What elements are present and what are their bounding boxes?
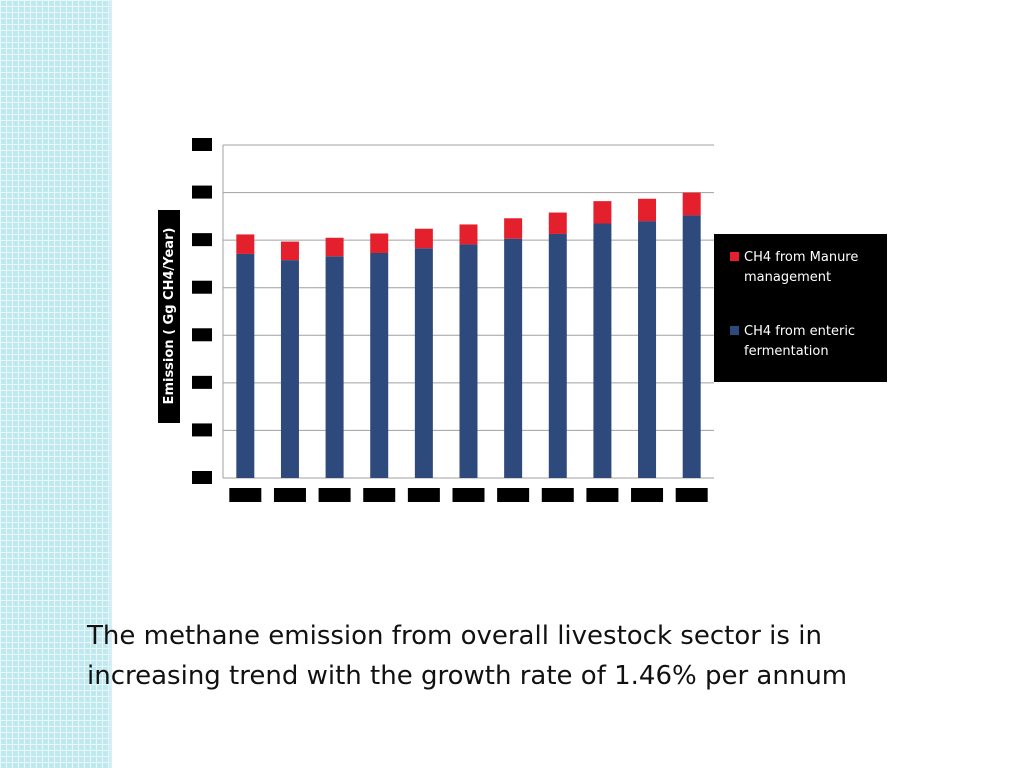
x-tick-box: [675, 488, 708, 502]
bar-manure-2010: [682, 192, 701, 216]
legend-label-line2: fermentation: [744, 344, 829, 359]
y-axis-label: Emission ( Gg CH4/Year): [162, 228, 177, 405]
y-tick-label: 300: [193, 331, 212, 342]
y-tick-label: 200: [193, 378, 212, 389]
caption-text: The methane emission from overall livest…: [87, 621, 848, 691]
x-tick-box: [541, 488, 574, 502]
bar-enteric-2008: [593, 223, 612, 478]
bar-manure-2005: [459, 224, 478, 245]
bar-enteric-2003: [370, 252, 389, 478]
bar-enteric-2009: [638, 221, 657, 478]
x-tick-label: 2002: [322, 491, 347, 502]
legend-label-line2: management: [744, 270, 831, 285]
x-tick-box: [363, 488, 396, 502]
y-tick-label: 0: [206, 474, 212, 485]
x-tick-label: 2009: [634, 491, 659, 502]
x-tick-box: [318, 488, 351, 502]
x-axis-ticks: 2000 2001 2002 2003 2004 2005 2006 2007 2008 2009…: [229, 488, 708, 502]
bar-manure-2003: [370, 233, 389, 253]
x-tick-label: 2005: [456, 491, 481, 502]
bar-manure-2009: [638, 198, 657, 222]
x-tick-box: [273, 488, 306, 502]
y-tick-box: [192, 423, 212, 437]
y-tick-label: 600: [193, 188, 212, 199]
y-axis-label-box: Emission ( Gg CH4/Year): [158, 210, 180, 423]
legend-box: [714, 234, 887, 382]
bar-enteric-2007: [548, 233, 567, 478]
x-tick-label: 2003: [367, 491, 392, 502]
bar-manure-2002: [325, 237, 344, 257]
bar-enteric-2006: [504, 238, 523, 478]
x-tick-box: [586, 488, 619, 502]
y-tick-label: 500: [193, 236, 212, 247]
bar-manure-2006: [504, 218, 523, 239]
y-tick-label: 100: [193, 426, 212, 437]
bar-manure-2000: [236, 234, 255, 254]
x-tick-box: [229, 488, 262, 502]
x-tick-box: [452, 488, 485, 502]
legend-swatch: [730, 252, 739, 261]
bar-enteric-2001: [280, 260, 299, 478]
x-tick-label: 2000: [233, 491, 258, 502]
legend-label-line1: CH4 from enteric: [744, 324, 855, 339]
bar-manure-2007: [548, 212, 567, 234]
x-tick-box: [497, 488, 530, 502]
y-tick-label: 700: [193, 141, 212, 152]
y-tick-box: [192, 375, 212, 389]
x-tick-label: 2007: [545, 491, 570, 502]
bar-enteric-2010: [682, 215, 701, 479]
y-tick-box: [192, 280, 212, 294]
legend-label-line1: CH4 from Manure: [744, 250, 858, 265]
legend: CH4 from Manure management CH4 from enteri…: [714, 234, 887, 382]
legend-swatch: [730, 326, 739, 335]
x-tick-label: 2008: [590, 491, 615, 502]
x-tick-box: [407, 488, 440, 502]
bars: [236, 192, 701, 479]
y-tick-box: [192, 233, 212, 247]
bar-manure-2008: [593, 201, 612, 224]
y-tick-box: [192, 138, 212, 151]
bar-enteric-2005: [459, 244, 478, 478]
x-tick-label: 2001: [277, 491, 302, 502]
y-tick-box: [192, 471, 212, 484]
y-tick-label: 400: [193, 283, 212, 294]
x-tick-label: 2004: [411, 491, 436, 502]
y-tick-box: [192, 185, 212, 199]
decorative-side-stripe: [0, 0, 112, 768]
x-tick-label: 2010: [679, 491, 704, 502]
y-tick-box: [192, 328, 212, 342]
bar-enteric-2004: [414, 248, 433, 478]
bar-enteric-2002: [325, 256, 344, 478]
bar-manure-2001: [280, 241, 299, 261]
bar-manure-2004: [414, 228, 433, 249]
y-axis-ticks: 0 100 200 300 400 500 600 700: [192, 138, 212, 485]
x-tick-label: 2006: [500, 491, 525, 502]
bar-enteric-2000: [236, 253, 255, 478]
x-tick-box: [631, 488, 664, 502]
